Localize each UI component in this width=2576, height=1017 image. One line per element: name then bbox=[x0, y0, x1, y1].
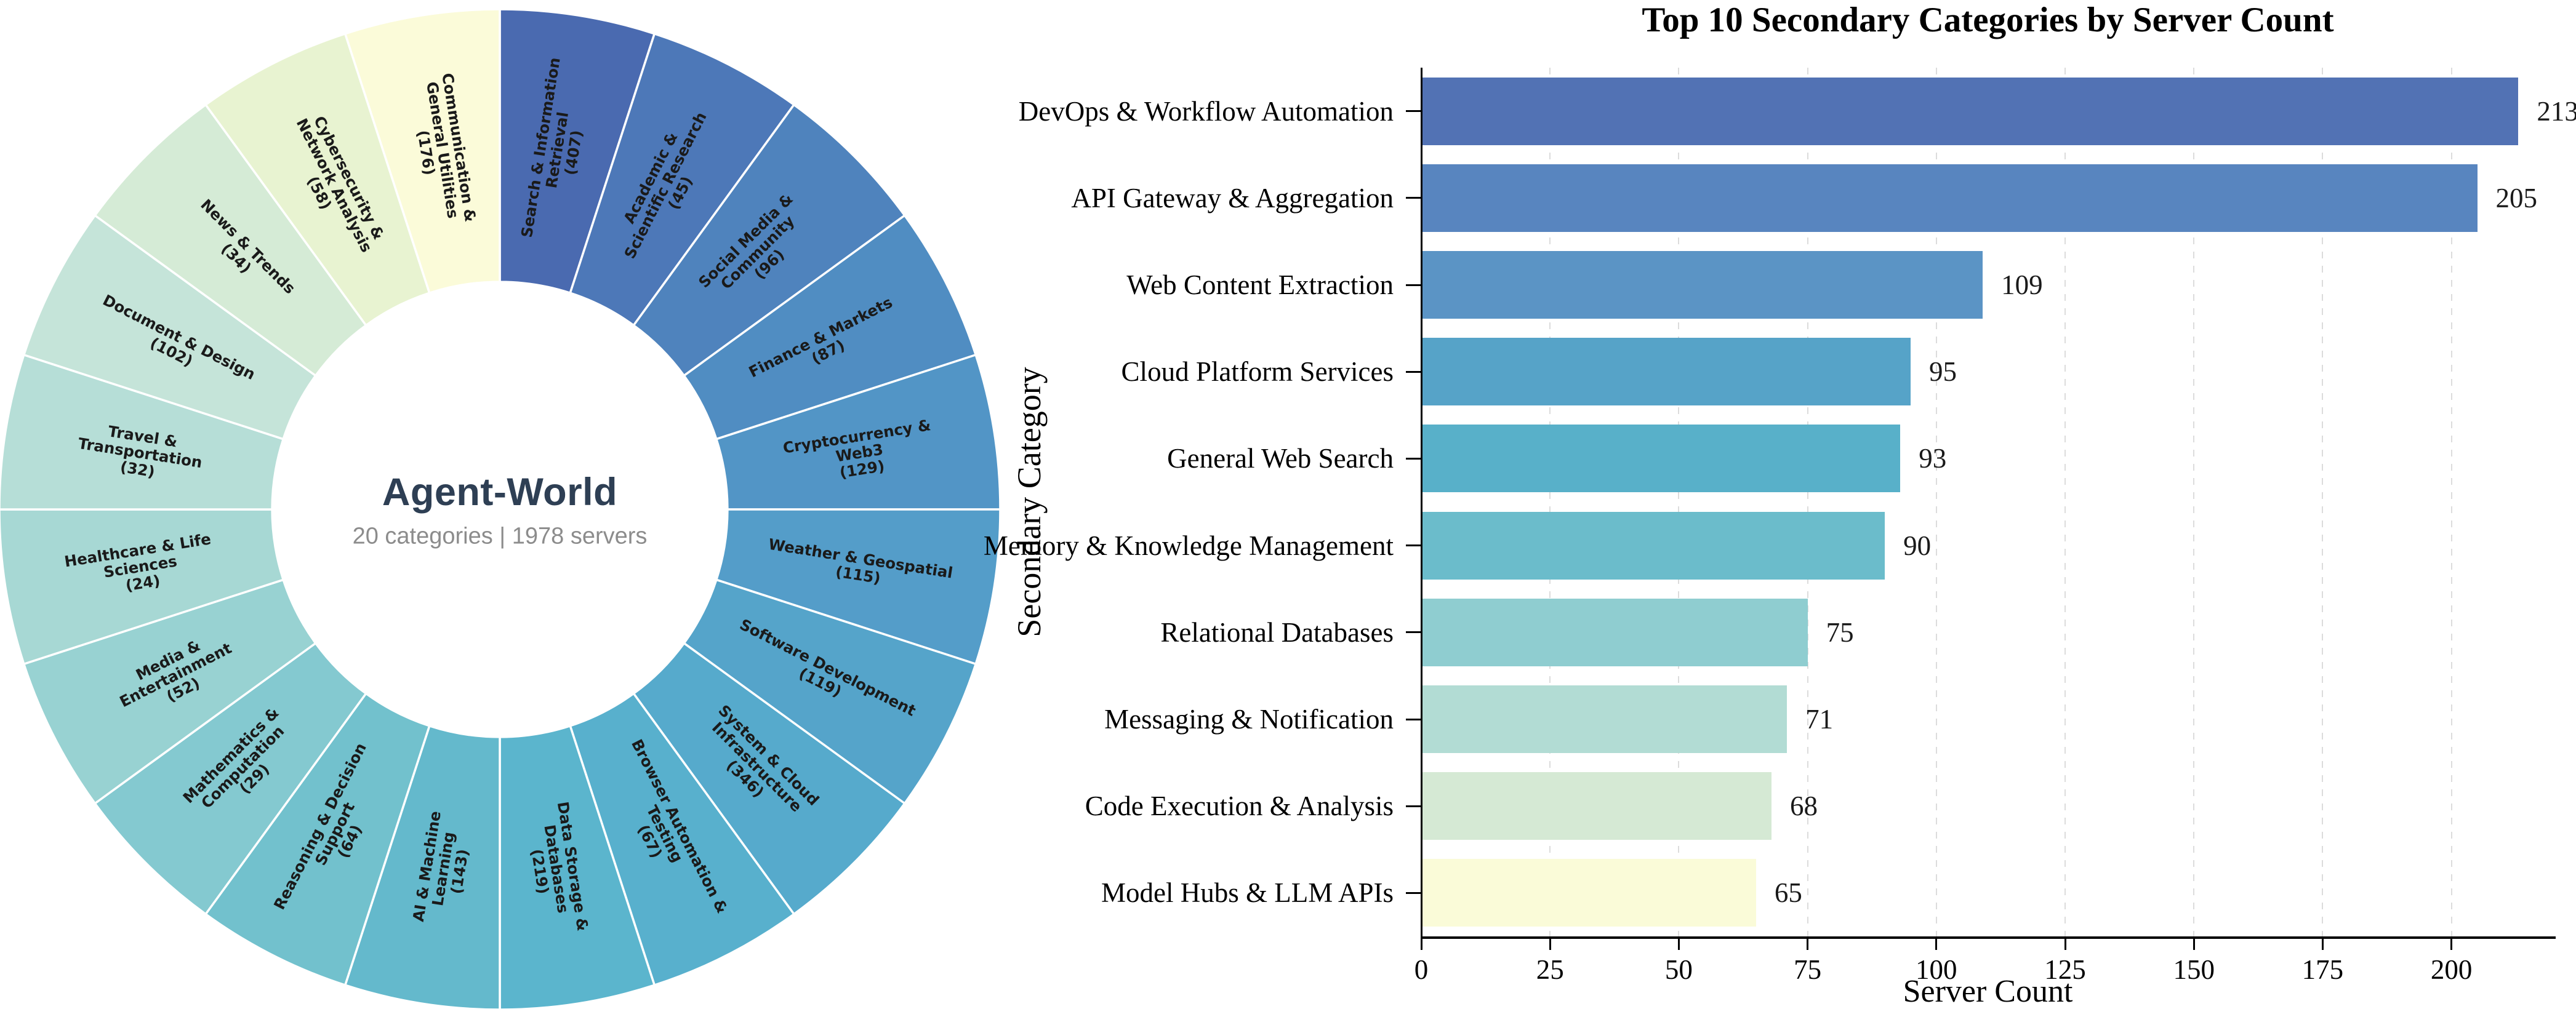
category-tick-label: Model Hubs & LLM APIs bbox=[1101, 877, 1394, 909]
x-tick-label: 25 bbox=[1536, 954, 1564, 985]
bar-value-label: 90 bbox=[1903, 530, 1932, 561]
donut-segment bbox=[344, 8, 501, 294]
bar-value-label: 95 bbox=[1929, 356, 1957, 388]
x-axis-spine bbox=[1420, 936, 2556, 939]
category-tick-label: DevOps & Workflow Automation bbox=[1018, 95, 1394, 127]
donut-chart: Search & InformationRetrieval(407) Academ… bbox=[0, 8, 1001, 1011]
bar bbox=[1421, 425, 1901, 493]
bar bbox=[1421, 685, 1788, 753]
category-tick-label: Messaging & Notification bbox=[1104, 704, 1394, 735]
category-tick-label: Cloud Platform Services bbox=[1121, 356, 1394, 388]
y-tick-mark bbox=[1406, 284, 1421, 286]
category-tick-label: Web Content Extraction bbox=[1126, 269, 1394, 300]
donut-segment bbox=[0, 508, 284, 665]
x-tick-mark bbox=[2193, 936, 2195, 950]
gridline bbox=[1678, 68, 1680, 936]
x-tick-mark bbox=[2450, 936, 2453, 950]
x-tick-label: 125 bbox=[2044, 954, 2086, 985]
x-tick-label: 175 bbox=[2301, 954, 2344, 985]
bar-chart-title: Top 10 Secondary Categories by Server Co… bbox=[1642, 1, 2334, 39]
y-tick-mark bbox=[1406, 457, 1421, 460]
bar-value-label: 75 bbox=[1826, 616, 1854, 648]
donut-segment-label: AI & MachineLearning(143) bbox=[409, 810, 476, 928]
bar-value-label: 205 bbox=[2495, 182, 2538, 213]
x-tick-mark bbox=[2064, 936, 2066, 950]
category-tick-label: Code Execution & Analysis bbox=[1085, 791, 1394, 822]
y-axis-spine bbox=[1420, 68, 1422, 938]
bar bbox=[1421, 511, 1885, 580]
y-tick-mark bbox=[1406, 197, 1421, 199]
y-tick-mark bbox=[1406, 631, 1421, 634]
x-tick-label: 200 bbox=[2430, 954, 2473, 985]
category-tick-label: Memory & Knowledge Management bbox=[983, 530, 1394, 561]
bar-value-label: 109 bbox=[2001, 269, 2043, 300]
bar bbox=[1421, 859, 1756, 927]
bar-value-label: 213 bbox=[2537, 95, 2576, 127]
donut-center-title: Agent-World bbox=[382, 471, 618, 514]
category-tick-label: API Gateway & Aggregation bbox=[1071, 182, 1394, 213]
gridline bbox=[2450, 68, 2452, 936]
bar bbox=[1421, 598, 1808, 666]
x-tick-mark bbox=[1807, 936, 1809, 950]
x-tick-label: 100 bbox=[1916, 954, 1957, 985]
x-tick-label: 150 bbox=[2173, 954, 2215, 985]
gridline bbox=[2064, 68, 2066, 936]
gridline bbox=[2193, 68, 2195, 936]
bar bbox=[1421, 77, 2519, 145]
gridline bbox=[1807, 68, 1808, 936]
x-tick-label: 75 bbox=[1794, 954, 1822, 985]
y-tick-mark bbox=[1406, 718, 1421, 720]
bar-value-label: 65 bbox=[1774, 877, 1802, 909]
category-tick-label: General Web Search bbox=[1167, 443, 1394, 474]
gridline bbox=[1549, 68, 1551, 936]
donut-center-subtitle: 20 categories | 1978 servers bbox=[352, 523, 648, 549]
bar-chart-y-axis-label: Secondary Category bbox=[1011, 367, 1048, 637]
category-tick-label: Relational Databases bbox=[1160, 616, 1394, 648]
bar bbox=[1421, 772, 1772, 840]
gridline bbox=[1935, 68, 1937, 936]
x-tick-mark bbox=[2321, 936, 2324, 950]
y-tick-mark bbox=[1406, 370, 1421, 373]
x-tick-label: 0 bbox=[1414, 954, 1429, 985]
bar-value-label: 68 bbox=[1790, 791, 1818, 822]
x-tick-mark bbox=[1549, 936, 1551, 950]
y-tick-mark bbox=[1406, 110, 1421, 113]
bar-value-label: 93 bbox=[1919, 443, 1947, 474]
x-tick-mark bbox=[1935, 936, 1938, 950]
bar-value-label: 71 bbox=[1805, 704, 1834, 735]
bar-plot-area: 213 205 109 95 93 90 75 71 68 65 bbox=[1421, 68, 2576, 936]
y-tick-mark bbox=[1406, 805, 1421, 807]
y-tick-mark bbox=[1406, 544, 1421, 547]
gridline bbox=[2322, 68, 2324, 936]
bar bbox=[1421, 338, 1911, 406]
x-tick-label: 50 bbox=[1664, 954, 1693, 985]
x-tick-mark bbox=[1420, 936, 1422, 950]
x-tick-mark bbox=[1677, 936, 1680, 950]
bar bbox=[1421, 164, 2478, 232]
bar-chart-x-axis-label: Server Count bbox=[1903, 974, 2073, 1009]
y-tick-mark bbox=[1406, 891, 1421, 894]
bar bbox=[1421, 251, 1983, 319]
